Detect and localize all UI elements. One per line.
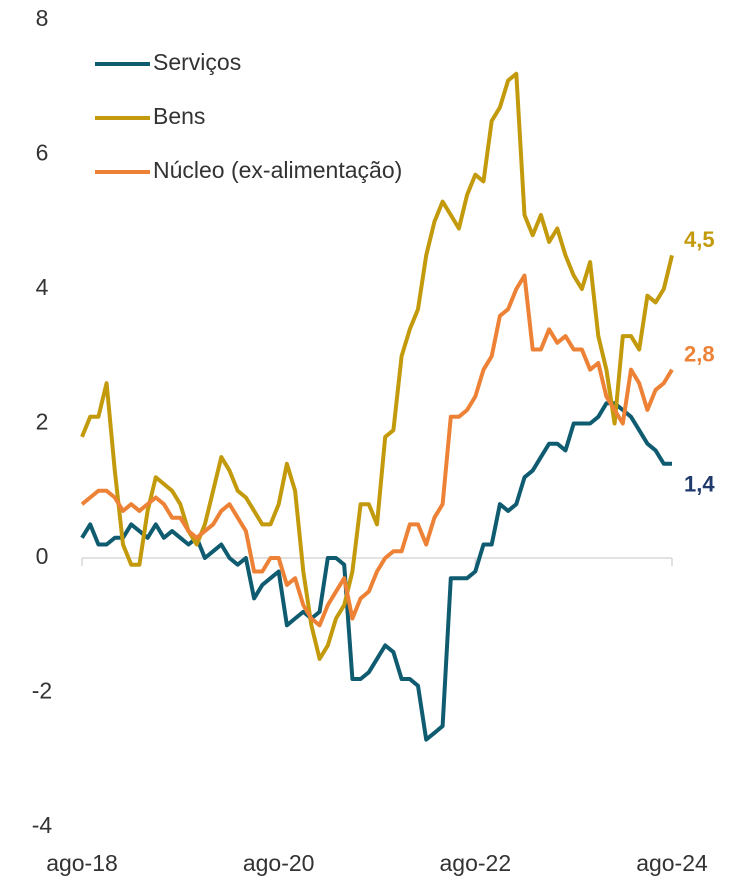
y-tick-label: 4 bbox=[36, 274, 49, 300]
x-tick-label: ago-22 bbox=[440, 850, 512, 876]
legend-label: Serviços bbox=[153, 49, 241, 75]
end-label: 1,4 bbox=[684, 472, 715, 497]
end-label: 4,5 bbox=[684, 227, 715, 252]
x-tick-label: ago-24 bbox=[636, 850, 708, 876]
series-line bbox=[80, 273, 674, 628]
y-tick-label: 6 bbox=[36, 140, 49, 166]
y-tick-label: -4 bbox=[32, 812, 53, 838]
y-tick-label: 8 bbox=[36, 5, 49, 31]
y-tick-label: -2 bbox=[32, 678, 52, 704]
y-tick-label: 2 bbox=[36, 409, 49, 435]
legend-label: Bens bbox=[153, 103, 205, 129]
end-label: 2,8 bbox=[684, 342, 715, 367]
series-line bbox=[80, 401, 672, 742]
x-tick-label: ago-20 bbox=[243, 850, 315, 876]
legend-label: Núcleo (ex-alimentação) bbox=[153, 157, 402, 183]
series-line bbox=[80, 71, 674, 661]
y-tick-label: 0 bbox=[36, 543, 49, 569]
x-tick-label: ago-18 bbox=[46, 850, 118, 876]
